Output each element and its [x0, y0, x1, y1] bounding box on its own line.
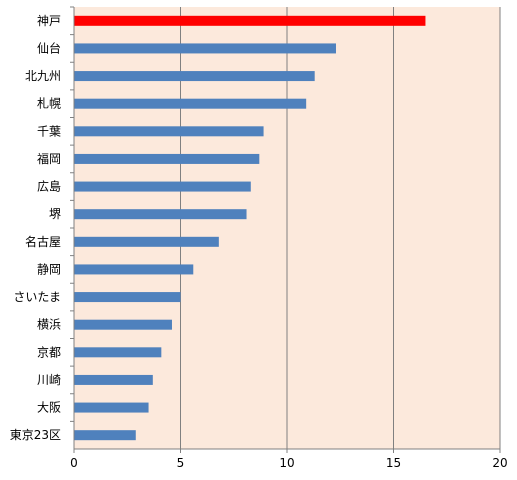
- bar-9: [74, 264, 194, 275]
- bar-8: [74, 236, 219, 247]
- x-tick-label: 5: [177, 456, 185, 470]
- bar-14: [74, 402, 149, 413]
- category-label: 京都: [37, 345, 61, 359]
- bar-5: [74, 153, 260, 164]
- bar-6: [74, 181, 251, 192]
- category-label: 静岡: [37, 262, 61, 276]
- bar-2: [74, 71, 315, 82]
- category-label: 札幌: [37, 96, 61, 111]
- category-label: 仙台: [37, 40, 61, 55]
- x-tick-label: 10: [279, 456, 294, 470]
- category-label: 大阪: [37, 401, 61, 415]
- category-label: 堺: [49, 207, 61, 221]
- category-label: さいたま: [13, 290, 61, 304]
- category-label: 神戸: [37, 14, 61, 28]
- x-tick-labels: 0 5 10 15 20: [70, 456, 507, 470]
- bar-3: [74, 98, 307, 109]
- x-tick-label: 0: [70, 456, 78, 470]
- category-label: 広島: [37, 179, 61, 194]
- category-label: 名古屋: [25, 234, 61, 249]
- bar-13: [74, 374, 153, 385]
- category-label: 川崎: [37, 373, 61, 387]
- category-label: 北九州: [25, 69, 61, 83]
- axes: [73, 7, 500, 450]
- bar-12: [74, 347, 162, 358]
- bar-7: [74, 209, 247, 220]
- bars: [74, 15, 426, 441]
- bar-0: [74, 15, 426, 26]
- category-label: 福岡: [37, 151, 61, 166]
- bar-11: [74, 319, 172, 330]
- category-label: 東京23区: [10, 428, 61, 442]
- x-tick-label: 15: [386, 456, 401, 470]
- x-tick-label: 20: [492, 456, 507, 470]
- category-label: 横浜: [37, 318, 61, 332]
- bar-10: [74, 292, 181, 303]
- category-label: 千葉: [37, 124, 61, 138]
- bar-15: [74, 430, 136, 441]
- bar-4: [74, 126, 264, 137]
- bar-1: [74, 43, 336, 54]
